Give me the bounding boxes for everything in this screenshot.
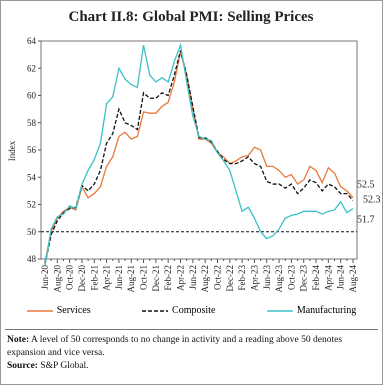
x-tick-label: Aug-24 <box>348 265 358 293</box>
y-tick-label: 64 <box>27 36 37 46</box>
x-tick-label: Apr-23 <box>249 265 259 291</box>
x-tick-label: Jun-24 <box>336 265 346 290</box>
legend-label: Composite <box>172 305 216 316</box>
legend-swatch <box>26 309 53 312</box>
legend-swatch <box>266 309 293 312</box>
note: Note: A level of 50 corresponds to no ch… <box>7 334 377 360</box>
x-tick-label: Oct-23 <box>286 265 296 290</box>
x-tick-label: Jun-21 <box>114 265 124 290</box>
y-tick-label: 48 <box>27 254 37 264</box>
x-tick-label: Dec-21 <box>151 265 161 292</box>
x-tick-label: Apr-24 <box>323 265 333 291</box>
y-tick-label: 58 <box>27 118 37 128</box>
x-tick-label: Jun-20 <box>40 265 50 290</box>
series-line <box>44 51 354 262</box>
series-line <box>44 50 354 265</box>
x-tick-label: Feb-21 <box>89 265 99 291</box>
y-tick-label: 50 <box>27 227 37 237</box>
y-tick-label: 54 <box>27 172 37 182</box>
legend-item: Manufacturing <box>266 305 357 316</box>
series-line <box>44 42 354 266</box>
chart-title: Chart II.8: Global PMI: Selling Prices <box>69 9 314 25</box>
legend-swatch <box>142 309 169 312</box>
chart: Chart II.8: Global PMI: Selling Prices I… <box>7 9 381 293</box>
note-label: Note: <box>7 335 30 345</box>
notes: Note: A level of 50 corresponds to no ch… <box>7 334 377 373</box>
plot-frame <box>40 40 358 260</box>
x-tick-label: Dec-23 <box>299 265 309 292</box>
source-text: S&P Global. <box>40 361 89 371</box>
x-tick-label: Dec-20 <box>77 265 87 292</box>
x-tick-label: Jun-23 <box>262 265 272 290</box>
end-label: 52.3 <box>363 194 381 205</box>
x-tick-label: Aug-22 <box>200 265 210 293</box>
x-tick-label: Aug-23 <box>274 265 284 293</box>
x-tick-label: Oct-20 <box>65 265 75 290</box>
legend-item: Composite <box>142 305 215 316</box>
note-text: A level of 50 corresponds to no change i… <box>7 335 343 358</box>
x-tick-label: Apr-22 <box>176 265 186 291</box>
legend-label: Manufacturing <box>296 305 357 316</box>
y-tick-label: 56 <box>27 145 37 155</box>
separator <box>5 329 378 330</box>
x-tick-label: Aug-20 <box>52 265 62 293</box>
x-tick-label: Apr-21 <box>102 265 112 291</box>
end-label: 51.7 <box>357 215 375 226</box>
source-label: Source: <box>7 361 38 371</box>
x-tick-label: Aug-21 <box>126 265 136 293</box>
x-tick-label: Feb-23 <box>237 265 247 291</box>
y-tick-label: 52 <box>27 200 36 210</box>
x-tick-label: Dec-22 <box>225 265 235 292</box>
x-tick-label: Oct-21 <box>139 265 149 290</box>
x-tick-label: Feb-24 <box>311 265 321 291</box>
y-tick-label: 62 <box>27 63 36 73</box>
legend-label: Services <box>56 305 91 316</box>
end-label: 52.5 <box>357 180 375 191</box>
legend: Services Composite Manufacturing <box>1 305 382 316</box>
y-axis-label: Index <box>7 140 17 161</box>
legend-item: Services <box>26 305 91 316</box>
x-tick-label: Jun-22 <box>188 265 198 290</box>
y-tick-label: 60 <box>27 91 37 101</box>
x-tick-label: Feb-22 <box>163 265 173 291</box>
x-tick-label: Oct-22 <box>212 265 222 290</box>
source: Source: S&P Global. <box>7 360 377 373</box>
